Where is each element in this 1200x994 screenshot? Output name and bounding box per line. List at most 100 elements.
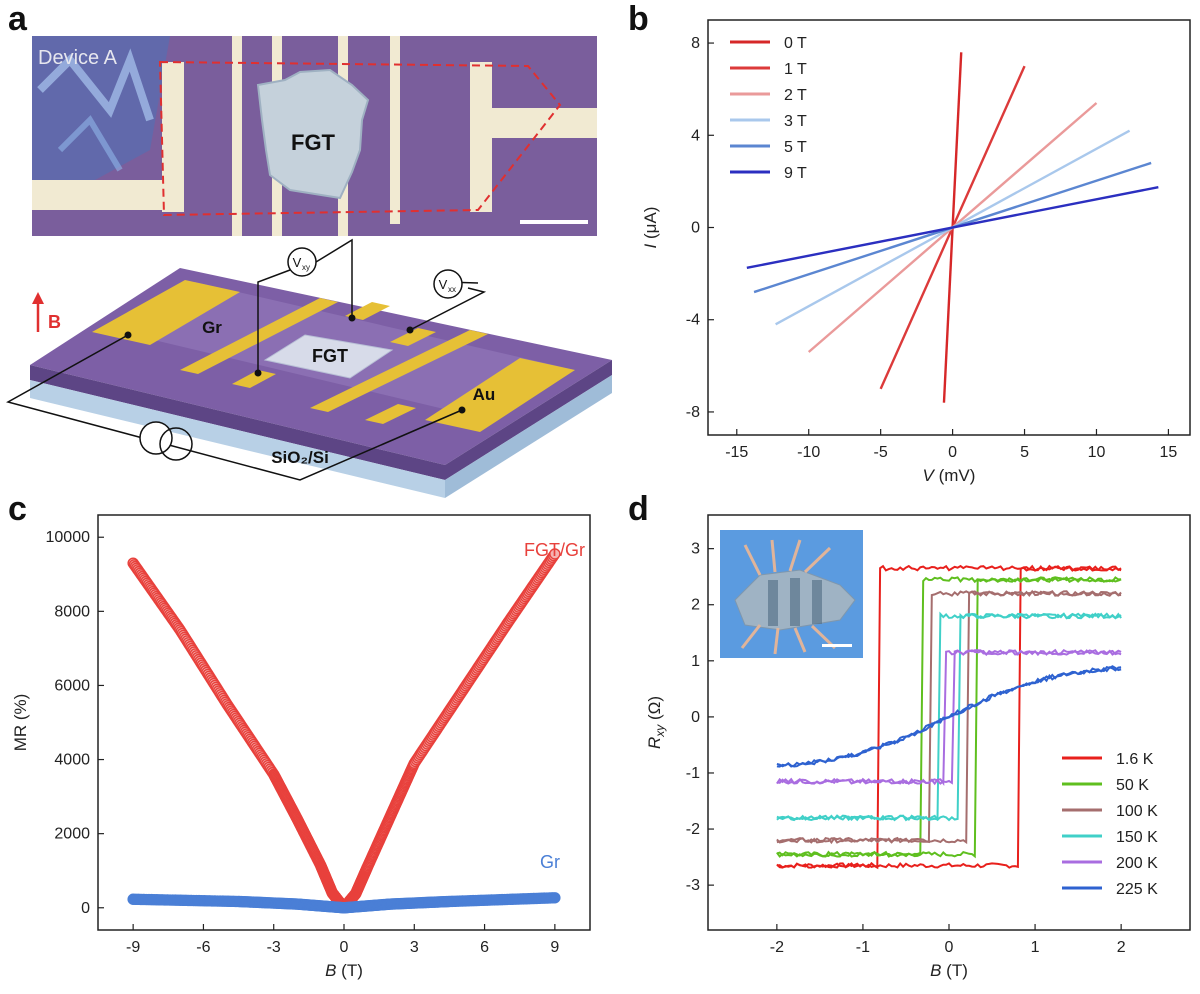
y-tick-label: 6000 — [54, 677, 90, 694]
legend-label: 200 K — [1116, 855, 1158, 872]
x-tick-label: -3 — [267, 939, 281, 956]
field-arrow-icon — [32, 292, 44, 332]
panel-letter-b: b — [628, 0, 649, 38]
hall-chart: -2 -1 0 1 2 -3 -2 -1 0 1 2 3 B (T) Rxy (Ω) 1.6 K 50 K 10… — [645, 514, 1191, 980]
legend-label: 3 T — [784, 113, 807, 130]
y-tick-label: -1 — [686, 765, 700, 782]
device-micrograph: FGT Device A — [32, 36, 597, 236]
x-tick-label: -1 — [856, 939, 870, 956]
legend-label: 2 T — [784, 87, 807, 104]
substrate-label: SiO₂/Si — [271, 448, 329, 467]
legend-label: 100 K — [1116, 803, 1158, 820]
y-tick-label: 2000 — [54, 826, 90, 843]
scale-bar — [520, 220, 588, 224]
x-tick-label: -9 — [126, 939, 140, 956]
legend-label: 1 T — [784, 61, 807, 78]
y-tick-label: -8 — [686, 404, 700, 421]
vxx-label: V — [439, 277, 448, 292]
iv-chart: -15 -10 -5 0 5 10 15 -8 -4 0 4 8 V (mV) I (μA) 0 T 1 T 2… — [641, 19, 1191, 485]
x-tick-label: -10 — [797, 444, 820, 461]
series-label-FGT-Gr: FGT/Gr — [524, 540, 585, 560]
legend-label: 1.6 K — [1116, 751, 1154, 768]
series-label-Gr: Gr — [540, 852, 560, 872]
vxx-subscript: xx — [448, 285, 456, 294]
y-tick-label: 8 — [691, 35, 700, 52]
panel-letter-a: a — [8, 0, 28, 38]
x-tick-label: -6 — [196, 939, 210, 956]
x-axis-label: V (mV) — [923, 466, 976, 485]
flake-label-schematic: FGT — [312, 346, 348, 366]
loop-down-225-K — [776, 666, 1122, 768]
x-tick-label: 1 — [1031, 939, 1040, 956]
loop-down-150-K — [776, 611, 1122, 822]
legend-label: 50 K — [1116, 777, 1149, 794]
panel-letter-c: c — [8, 490, 27, 528]
voltmeter-vxx: V xx — [433, 269, 463, 299]
legend-label: 225 K — [1116, 881, 1158, 898]
data-point-Gr — [549, 892, 561, 904]
x-tick-label: 9 — [550, 939, 559, 956]
flake-label-photo: FGT — [291, 130, 336, 155]
inset-micrograph — [720, 530, 863, 658]
plot-frame — [97, 514, 591, 931]
device-schematic: FGT Gr Au SiO₂/Si V xy V x — [6, 238, 612, 498]
loop-down-200-K — [776, 648, 1122, 786]
mr-chart: -9 -6 -3 0 3 6 9 0 2000 4000 6000 8000 10000 B (T) MR … — [11, 514, 591, 980]
y-tick-label: 4 — [691, 127, 700, 144]
y-tick-label: -3 — [686, 877, 700, 894]
y-axis-label: Rxy (Ω) — [645, 696, 667, 749]
y-axis-label: MR (%) — [11, 694, 30, 752]
x-tick-label: 5 — [1020, 444, 1029, 461]
y-tick-label: 10000 — [46, 529, 91, 546]
current-source-icon — [139, 421, 193, 461]
fgt-flake-photo — [256, 68, 370, 200]
voltmeter-vxy: V xy — [287, 247, 317, 277]
x-tick-label: 6 — [480, 939, 489, 956]
gold-pad-left — [92, 280, 240, 345]
loop-down-100-K — [776, 589, 1122, 845]
legend-label: 0 T — [784, 35, 807, 52]
x-tick-label: 0 — [948, 444, 957, 461]
panel-letter-d: d — [628, 490, 649, 528]
device-label: Device A — [38, 47, 118, 69]
legend-label: 5 T — [784, 139, 807, 156]
vxy-subscript: xy — [302, 263, 310, 272]
x-tick-label: 10 — [1088, 444, 1106, 461]
y-tick-label: 3 — [691, 541, 700, 558]
y-axis-label: I (μA) — [641, 207, 660, 249]
x-tick-label: 2 — [1117, 939, 1126, 956]
x-tick-label: -15 — [725, 444, 748, 461]
y-tick-label: 0 — [691, 709, 700, 726]
loop-up-1-6-K — [776, 564, 1122, 869]
vxy-label: V — [293, 255, 302, 270]
legend-label: 150 K — [1116, 829, 1158, 846]
x-axis-label: B (T) — [930, 961, 968, 980]
y-tick-label: 8000 — [54, 603, 90, 620]
field-label: B — [48, 312, 61, 332]
loop-up-200-K — [776, 648, 1122, 785]
y-tick-label: 2 — [691, 597, 700, 614]
x-tick-label: 15 — [1160, 444, 1178, 461]
x-tick-label: 0 — [340, 939, 349, 956]
legend-label: 9 T — [784, 165, 807, 182]
graphene-outline — [158, 60, 562, 217]
graphene-label: Gr — [202, 318, 222, 337]
fgt-flake-schematic — [263, 334, 394, 379]
y-tick-label: -2 — [686, 821, 700, 838]
y-tick-label: 4000 — [54, 752, 90, 769]
x-tick-label: -2 — [770, 939, 784, 956]
gold-label: Au — [473, 385, 496, 404]
x-tick-label: 3 — [410, 939, 419, 956]
x-tick-label: 0 — [945, 939, 954, 956]
loop-down-1-6-K — [776, 564, 1122, 870]
y-tick-label: 1 — [691, 653, 700, 670]
gold-pad-right — [425, 358, 575, 432]
y-tick-label: 0 — [81, 900, 90, 917]
series-line-9-T — [746, 185, 1159, 270]
loop-down-50-K — [776, 576, 1122, 858]
y-tick-label: -4 — [686, 312, 700, 329]
x-axis-label: B (T) — [325, 961, 363, 980]
data-point-FGT-Gr — [549, 548, 561, 560]
y-tick-label: 0 — [691, 220, 700, 237]
